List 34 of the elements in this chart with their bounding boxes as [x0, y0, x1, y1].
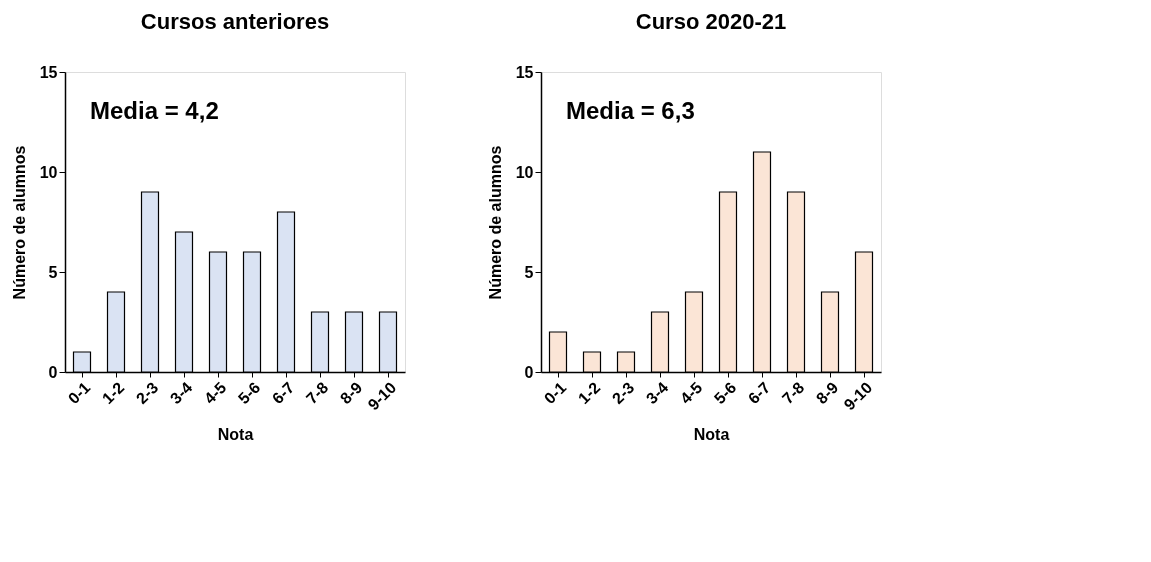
y-tick-label: 5	[48, 263, 58, 281]
y-tick-label: 10	[515, 163, 534, 181]
x-tick-label: 2-3	[132, 378, 162, 408]
x-tick-label: 8-9	[336, 378, 366, 408]
x-tick-label: 0-1	[540, 378, 570, 408]
chart-title: Curso 2020-21	[635, 9, 787, 34]
x-tick-label: 1-2	[574, 378, 604, 408]
x-tick-label: 1-2	[98, 378, 128, 408]
x-tick-label: 5-6	[710, 378, 740, 408]
x-axis-title: Nota	[217, 426, 254, 444]
x-tick-label: 6-7	[268, 378, 298, 408]
x-axis-title: Nota	[693, 426, 730, 444]
y-tick-label: 0	[524, 363, 534, 381]
x-tick-label: 6-7	[744, 378, 774, 408]
annotation: Media = 4,2	[90, 97, 219, 124]
x-tick-label: 7-8	[778, 378, 808, 408]
y-axis-title: Número de alumnos	[10, 145, 28, 300]
x-tick-label: 3-4	[166, 378, 196, 408]
x-tick-label: 0-1	[64, 378, 94, 408]
x-tick-label: 3-4	[642, 378, 672, 408]
x-tick-label: 4-5	[200, 378, 230, 408]
y-tick-label: 15	[515, 63, 534, 81]
chart-title: Cursos anteriores	[140, 9, 330, 34]
x-tick-label: 8-9	[812, 378, 842, 408]
x-tick-label: 4-5	[676, 378, 706, 408]
x-tick-label: 7-8	[302, 378, 332, 408]
x-tick-label: 5-6	[234, 378, 264, 408]
y-tick-label: 5	[524, 263, 534, 281]
y-tick-label: 15	[39, 63, 58, 81]
y-tick-label: 0	[48, 363, 58, 381]
y-axis-title: Número de alumnos	[486, 145, 504, 300]
y-tick-label: 10	[39, 163, 58, 181]
x-tick-label: 2-3	[608, 378, 638, 408]
annotation: Media = 6,3	[566, 97, 695, 124]
